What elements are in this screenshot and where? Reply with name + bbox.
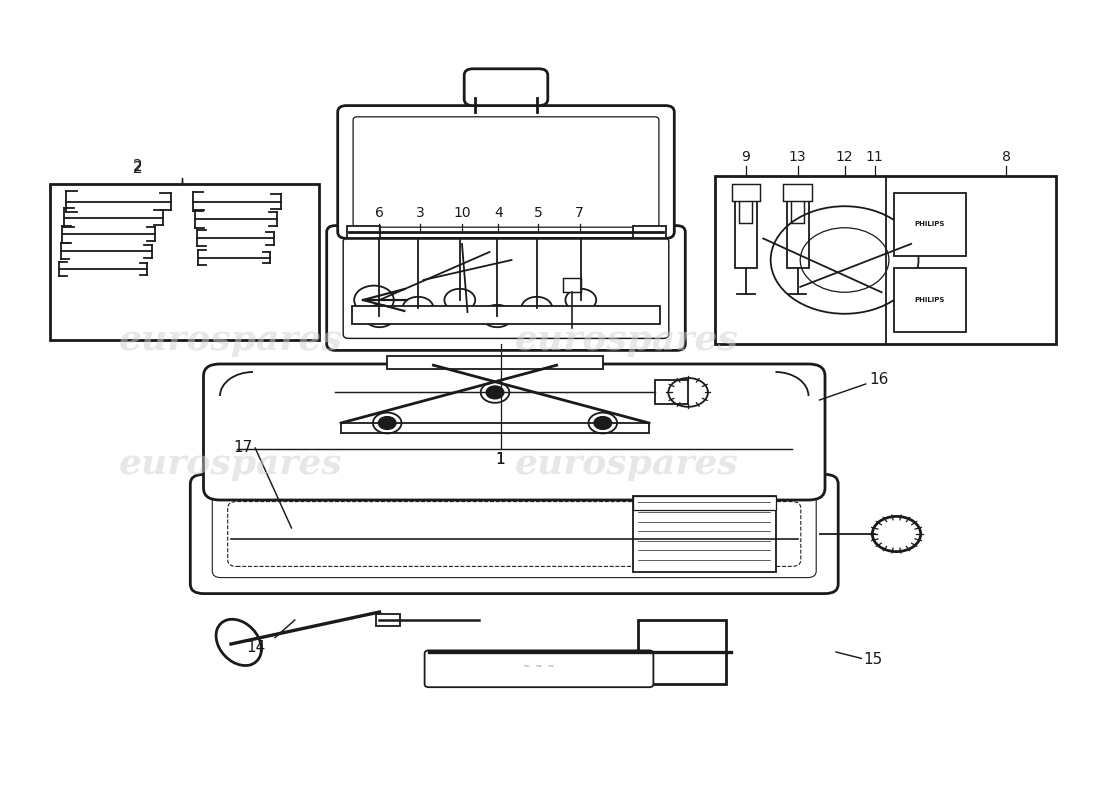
Text: 10: 10	[453, 206, 471, 220]
Text: eurospares: eurospares	[515, 447, 739, 481]
Text: 14: 14	[246, 640, 266, 655]
FancyBboxPatch shape	[338, 106, 674, 238]
Circle shape	[486, 386, 504, 398]
Bar	[786, 202, 808, 268]
Bar	[894, 193, 966, 256]
Text: 7: 7	[575, 206, 584, 220]
Text: 9: 9	[741, 150, 750, 164]
Bar	[341, 423, 649, 434]
Text: eurospares: eurospares	[119, 323, 343, 357]
Text: 1: 1	[496, 452, 505, 467]
Bar	[638, 620, 726, 684]
Text: 2: 2	[133, 159, 142, 174]
Bar	[346, 226, 380, 238]
Bar	[732, 184, 760, 202]
Text: PHILIPS: PHILIPS	[915, 297, 945, 303]
Bar	[352, 306, 660, 324]
Bar	[387, 356, 603, 369]
Text: 11: 11	[866, 150, 883, 164]
Text: 5: 5	[534, 206, 542, 220]
Text: 13: 13	[789, 150, 806, 164]
FancyBboxPatch shape	[204, 364, 825, 500]
Text: PHILIPS: PHILIPS	[915, 222, 945, 227]
Bar	[894, 268, 966, 332]
Text: 1: 1	[496, 452, 505, 467]
Bar	[50, 184, 319, 340]
Text: 16: 16	[869, 373, 889, 387]
Bar	[739, 190, 752, 223]
Bar	[632, 496, 776, 572]
FancyBboxPatch shape	[327, 226, 685, 350]
FancyBboxPatch shape	[343, 238, 669, 338]
Bar	[376, 614, 400, 626]
Text: 15: 15	[864, 653, 882, 667]
Circle shape	[378, 417, 396, 430]
Bar	[783, 184, 812, 202]
Bar	[791, 190, 804, 223]
Text: 8: 8	[1002, 150, 1011, 164]
Bar	[632, 496, 776, 510]
Text: 2: 2	[133, 161, 142, 176]
Text: 4: 4	[494, 206, 503, 220]
Text: ~  ~  ~: ~ ~ ~	[524, 662, 554, 670]
Text: eurospares: eurospares	[119, 447, 343, 481]
Bar	[735, 202, 757, 268]
Ellipse shape	[216, 619, 262, 666]
Bar	[656, 380, 689, 404]
FancyBboxPatch shape	[190, 474, 838, 594]
Text: 3: 3	[416, 206, 425, 220]
Text: 17: 17	[233, 441, 253, 455]
Text: 12: 12	[836, 150, 854, 164]
FancyBboxPatch shape	[464, 69, 548, 106]
Circle shape	[594, 417, 612, 430]
Text: eurospares: eurospares	[515, 323, 739, 357]
Bar	[715, 176, 1056, 344]
Text: 6: 6	[375, 206, 384, 220]
Bar	[632, 226, 666, 238]
Bar	[563, 278, 581, 292]
FancyBboxPatch shape	[425, 650, 653, 687]
FancyBboxPatch shape	[353, 117, 659, 227]
